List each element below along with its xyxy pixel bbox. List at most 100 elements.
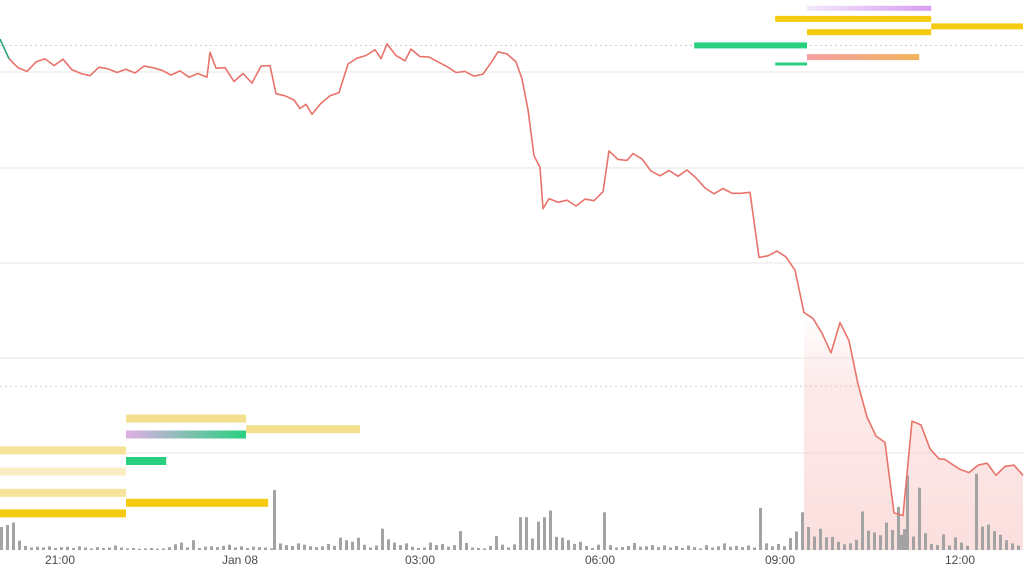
volume-bar-21 (126, 548, 129, 550)
volume-bar-97 (579, 541, 582, 550)
volume-bar-69 (411, 546, 414, 550)
volume-bar-19 (114, 545, 117, 550)
volume-bar-159 (942, 534, 945, 550)
volume-bar-52 (309, 546, 312, 550)
volume-bar-135 (807, 527, 810, 550)
volume-bar-139 (831, 536, 834, 550)
volume-bar-142 (849, 543, 852, 550)
liquidity-bar-9 (694, 42, 807, 49)
liquidity-bar-1 (0, 467, 126, 476)
volume-bar-27 (162, 548, 165, 550)
volume-bar-100 (597, 544, 600, 550)
volume-bar-73 (435, 545, 438, 550)
volume-bar-40 (240, 546, 243, 550)
volume-bar-37 (222, 545, 225, 550)
liquidity-bar-4 (126, 414, 246, 423)
volume-bar-117 (699, 548, 702, 550)
volume-bar-122 (729, 546, 732, 550)
volume-bar-87 (519, 517, 522, 550)
volume-bar-93 (555, 536, 558, 550)
volume-bar-148 (885, 522, 888, 550)
liquidity-bar-0 (0, 446, 126, 455)
volume-bar-104 (621, 547, 624, 550)
volume-bar-26 (156, 548, 159, 550)
volume-bar-3 (18, 540, 21, 550)
volume-bar-96 (573, 543, 576, 550)
liquidity-bar-11 (807, 5, 932, 11)
volume-bar-65 (387, 539, 390, 550)
volume-bar-44 (264, 547, 267, 550)
volume-bar-116 (693, 547, 696, 550)
volume-bar-128 (765, 543, 768, 550)
liquidity-bars (0, 5, 1023, 518)
area-fill (804, 312, 1023, 550)
volume-bar-39 (234, 547, 237, 550)
volume-bar-79 (471, 547, 474, 550)
price-line (0, 38, 1024, 517)
volume-bar-110 (657, 547, 660, 550)
volume-bar-81 (483, 548, 486, 550)
volume-bar-66 (393, 542, 396, 550)
volume-bar-17 (102, 548, 105, 550)
volume-bar-89 (531, 538, 534, 550)
area-fill-shape (804, 312, 1023, 550)
volume-bar-61 (363, 544, 366, 550)
volume-bar-76 (453, 545, 456, 550)
volume-bar-54 (321, 546, 324, 550)
volume-bar-59 (351, 541, 354, 550)
volume-bar-118 (705, 545, 708, 550)
x-tick-label-4: 09:00 (765, 553, 795, 567)
volume-bar-45 (270, 548, 273, 550)
volume-bar-140 (837, 541, 840, 550)
volume-bar-111 (663, 545, 666, 550)
volume-bar-46 (273, 490, 276, 550)
volume-bar-72 (429, 542, 432, 550)
volume-bar-138 (825, 537, 828, 550)
volume-bar-31 (186, 547, 189, 550)
volume-bar-63 (375, 545, 378, 550)
volume-bar-51 (303, 544, 306, 550)
volume-bar-92 (549, 510, 552, 550)
price-line-down (8, 43, 1024, 517)
volume-bar-101 (603, 512, 606, 550)
volume-bar-49 (291, 545, 294, 550)
x-tick-label-1: Jan 08 (222, 553, 258, 567)
liquidity-bar-15 (775, 62, 807, 66)
volume-bar-91 (543, 517, 546, 550)
volume-bar-133 (795, 531, 798, 550)
volume-bar-90 (537, 521, 540, 550)
volume-bar-171 (1017, 545, 1020, 550)
volume-bar-68 (405, 543, 408, 550)
volume-bar-8 (48, 546, 51, 550)
volume-bar-60 (357, 537, 360, 550)
volume-bar-6 (36, 546, 39, 550)
volume-bar-98 (585, 545, 588, 550)
volume-bar-145 (867, 530, 870, 550)
volume-bar-114 (681, 548, 684, 550)
volume-bar-7 (42, 547, 45, 550)
volume-bar-42 (252, 546, 255, 550)
volume-bar-5 (30, 547, 33, 550)
volume-bar-2 (12, 522, 15, 550)
volume-bar-23 (138, 548, 141, 550)
liquidity-bar-8 (246, 425, 360, 434)
volume-bar-167 (993, 531, 996, 550)
volume-bar-86 (513, 544, 516, 550)
volume-bar-35 (210, 546, 213, 550)
volume-bar-123 (735, 545, 738, 550)
volume-bar-157 (930, 543, 933, 550)
volume-bar-127 (759, 507, 762, 550)
volume-bar-64 (381, 528, 384, 550)
x-tick-label-5: 12:00 (945, 553, 975, 567)
volume-bar-12 (72, 548, 75, 550)
volume-bar-102 (609, 545, 612, 550)
volume-bar-156 (924, 533, 927, 550)
volume-bar-9 (54, 548, 57, 550)
volume-bar-58 (345, 540, 348, 550)
volume-bar-146 (873, 532, 876, 550)
volume-bar-108 (645, 546, 648, 550)
volume-bar-38 (228, 544, 231, 550)
volume-bar-15 (90, 548, 93, 550)
volume-bar-78 (465, 543, 468, 550)
grid-lines (0, 71, 1024, 454)
